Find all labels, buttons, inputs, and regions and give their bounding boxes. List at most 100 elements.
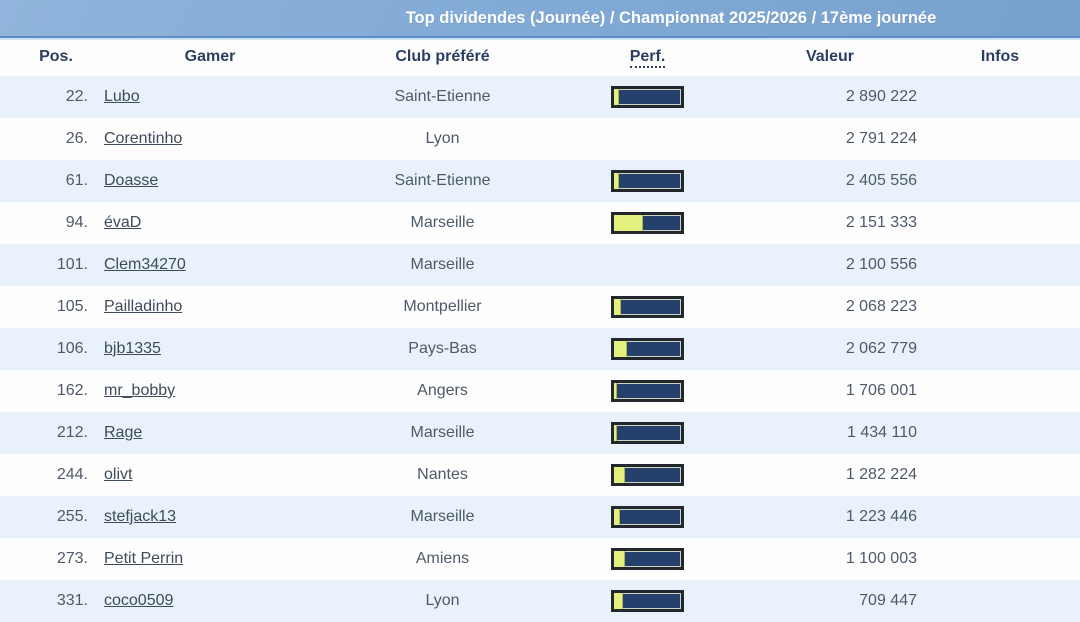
perf-cell [555, 296, 740, 318]
perf-bar [611, 170, 684, 192]
position-cell: 212. [56, 424, 88, 441]
gamer-cell: Corentinho [90, 130, 330, 148]
perf-bar-fill [614, 467, 626, 483]
valeur-cell: 1 282 224 [845, 466, 917, 483]
perf-cell [555, 212, 740, 234]
position-cell: 106. [56, 340, 88, 357]
perf-bar [611, 86, 684, 108]
gamer-cell: Clem34270 [90, 256, 330, 274]
perf-bar [611, 548, 684, 570]
perf-bar [611, 296, 684, 318]
position-cell: 162. [56, 382, 88, 399]
gamer-link[interactable]: mr_bobby [104, 382, 176, 399]
gamer-link[interactable]: coco0509 [104, 592, 174, 609]
column-header-infos: Infos [980, 48, 1020, 65]
perf-cell [555, 86, 740, 108]
gamer-cell: Rage [90, 424, 330, 442]
gamer-cell: Lubo [90, 88, 330, 106]
perf-bar-fill [614, 215, 643, 231]
column-header-row: Pos. Gamer Club préféré Perf. Valeur Inf… [0, 38, 1080, 76]
perf-bar-fill [614, 425, 618, 441]
perf-bar-fill [614, 89, 620, 105]
table-row: 244. olivt Nantes 1 282 224 [0, 454, 1080, 496]
gamer-cell: stefjack13 [90, 508, 330, 526]
valeur-cell: 1 434 110 [847, 424, 917, 441]
table-row: 255. stefjack13 Marseille 1 223 446 [0, 496, 1080, 538]
perf-bar-fill [614, 593, 624, 609]
club-cell: Lyon [425, 592, 460, 609]
perf-bar [611, 590, 684, 612]
valeur-cell: 1 706 001 [845, 382, 917, 399]
gamer-link[interactable]: Pailladinho [104, 298, 183, 315]
perf-cell [555, 506, 740, 528]
position-cell: 331. [56, 592, 88, 609]
table-row: 162. mr_bobby Angers 1 706 001 [0, 370, 1080, 412]
perf-cell [555, 170, 740, 192]
gamer-link[interactable]: olivt [104, 466, 133, 483]
gamer-cell: Pailladinho [90, 298, 330, 316]
gamer-link[interactable]: Petit Perrin [104, 550, 184, 567]
gamer-link[interactable]: stefjack13 [104, 508, 177, 525]
gamer-link[interactable]: Doasse [104, 172, 159, 189]
valeur-cell: 2 791 224 [845, 130, 917, 147]
perf-cell [555, 254, 740, 276]
club-cell: Montpellier [403, 298, 482, 315]
table-row: 273. Petit Perrin Amiens 1 100 003 [0, 538, 1080, 580]
valeur-cell: 2 068 223 [845, 298, 917, 315]
gamer-link[interactable]: bjb1335 [104, 340, 161, 357]
perf-cell [555, 548, 740, 570]
gamer-link[interactable]: Lubo [104, 88, 140, 105]
perf-bar-fill [614, 383, 618, 399]
title-bar: Top dividendes (Journée) / Championnat 2… [0, 0, 1080, 40]
column-header-gamer: Gamer [184, 48, 236, 65]
valeur-cell: 1 100 003 [845, 550, 917, 567]
club-cell: Marseille [410, 508, 475, 525]
gamer-cell: Doasse [90, 172, 330, 190]
gamer-cell: mr_bobby [90, 382, 330, 400]
ranking-table-body: 22. Lubo Saint-Etienne 2 890 222 26. Cor… [0, 76, 1080, 622]
table-row: 212. Rage Marseille 1 434 110 [0, 412, 1080, 454]
perf-bar-fill [614, 341, 628, 357]
page-title: Top dividendes (Journée) / Championnat 2… [405, 9, 937, 27]
perf-cell [555, 338, 740, 360]
club-cell: Pays-Bas [408, 340, 477, 357]
perf-bar [611, 506, 684, 528]
club-cell: Marseille [410, 214, 475, 231]
perf-header-label[interactable]: Perf. [629, 48, 666, 68]
table-row: 22. Lubo Saint-Etienne 2 890 222 [0, 76, 1080, 118]
club-cell: Marseille [410, 256, 475, 273]
position-cell: 22. [65, 88, 88, 105]
club-cell: Angers [417, 382, 468, 399]
perf-cell [555, 380, 740, 402]
perf-cell [555, 590, 740, 612]
gamer-link[interactable]: évaD [104, 214, 142, 231]
perf-bar [611, 212, 684, 234]
valeur-cell: 2 151 333 [845, 214, 917, 231]
gamer-link[interactable]: Clem34270 [104, 256, 186, 273]
position-cell: 105. [56, 298, 88, 315]
gamer-cell: olivt [90, 466, 330, 484]
valeur-cell: 2 405 556 [845, 172, 917, 189]
gamer-link[interactable]: Corentinho [104, 130, 183, 147]
gamer-cell: coco0509 [90, 592, 330, 610]
gamer-cell: évaD [90, 214, 330, 232]
position-cell: 244. [56, 466, 88, 483]
valeur-cell: 709 447 [859, 592, 917, 609]
gamer-cell: bjb1335 [90, 340, 330, 358]
column-header-perf[interactable]: Perf. [555, 48, 740, 68]
club-cell: Marseille [410, 424, 475, 441]
club-cell: Amiens [415, 550, 470, 567]
gamer-link[interactable]: Rage [104, 424, 143, 441]
valeur-cell: 2 062 779 [845, 340, 917, 357]
column-header-valeur: Valeur [805, 48, 855, 65]
table-row: 105. Pailladinho Montpellier 2 068 223 [0, 286, 1080, 328]
perf-bar [611, 464, 684, 486]
gamer-cell: Petit Perrin [90, 550, 330, 568]
position-cell: 61. [65, 172, 88, 189]
perf-bar [611, 338, 684, 360]
position-cell: 26. [65, 130, 88, 147]
club-cell: Lyon [425, 130, 460, 147]
perf-cell [555, 464, 740, 486]
perf-cell [555, 422, 740, 444]
perf-bar [611, 422, 684, 444]
